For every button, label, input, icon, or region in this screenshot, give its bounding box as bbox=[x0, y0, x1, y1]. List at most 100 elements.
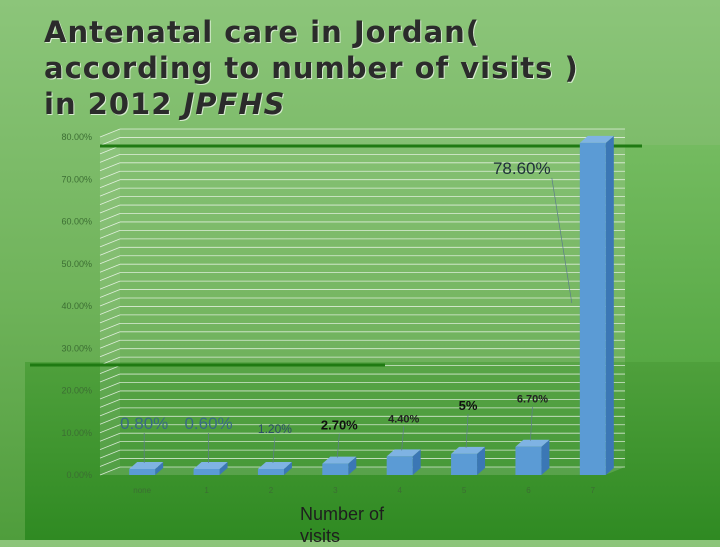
leader-line bbox=[465, 413, 469, 448]
grid-line-side bbox=[99, 272, 121, 282]
bar-side bbox=[477, 446, 486, 475]
title-source-label: JPFHS bbox=[183, 87, 286, 121]
grid-line-side bbox=[99, 407, 121, 417]
x-tick-label: none bbox=[133, 486, 151, 495]
bar-top bbox=[579, 135, 614, 143]
grid-line-side bbox=[99, 390, 121, 400]
grid-line-side bbox=[99, 280, 121, 290]
data-label: 6.70% bbox=[517, 394, 548, 406]
grid-line-side bbox=[99, 213, 121, 222]
grid-line-side bbox=[99, 424, 121, 434]
grid-line-side bbox=[99, 179, 121, 189]
grid-line-side bbox=[99, 246, 121, 256]
bar-top bbox=[386, 449, 421, 457]
leader-line bbox=[401, 426, 405, 451]
bar-top bbox=[193, 462, 228, 469]
data-label: 0.60% bbox=[184, 414, 232, 433]
grid-line-side bbox=[99, 297, 121, 307]
grid-line-side bbox=[99, 204, 121, 214]
x-tick-label: 4 bbox=[397, 486, 402, 495]
bar bbox=[129, 469, 156, 475]
y-tick-label: 80.00% bbox=[61, 132, 92, 142]
grid-line-side bbox=[99, 187, 121, 197]
bar bbox=[193, 469, 220, 475]
bar bbox=[515, 446, 542, 475]
y-tick-label: 40.00% bbox=[61, 301, 92, 311]
grid-line-side bbox=[99, 153, 121, 163]
grid-line-side bbox=[99, 382, 121, 391]
data-label: 2.70% bbox=[321, 418, 358, 433]
bar bbox=[386, 456, 413, 475]
grid-line-side bbox=[99, 289, 121, 298]
leader-line bbox=[530, 406, 533, 441]
y-tick-label: 70.00% bbox=[61, 174, 92, 184]
grid-line-side bbox=[99, 331, 121, 341]
grid-line-side bbox=[99, 306, 121, 315]
grid-line-side bbox=[99, 137, 121, 146]
bar-side bbox=[412, 449, 421, 475]
y-tick-label: 60.00% bbox=[61, 217, 92, 227]
leader-line bbox=[551, 177, 573, 303]
chart-floor bbox=[100, 467, 625, 475]
y-tick-label: 30.00% bbox=[61, 343, 92, 353]
bar-top bbox=[129, 462, 164, 469]
grid-line-side bbox=[99, 415, 121, 425]
bar-side bbox=[348, 456, 357, 475]
grid-line-side bbox=[99, 314, 121, 324]
x-tick-label: 5 bbox=[462, 486, 467, 495]
bar-top bbox=[257, 462, 292, 469]
grid-line-side bbox=[99, 196, 121, 205]
grid-line-side bbox=[99, 432, 121, 442]
title-line-1: Antenatal care in Jordan( bbox=[44, 15, 481, 49]
grid-line-side bbox=[99, 441, 121, 451]
grid-line-side bbox=[99, 399, 121, 408]
grid-line-side bbox=[99, 263, 121, 273]
title-line-2: according to number of visits ) bbox=[44, 51, 579, 85]
bar bbox=[579, 142, 606, 476]
x-tick-label: 2 bbox=[269, 486, 274, 495]
bar-side bbox=[605, 135, 614, 476]
data-label: 78.60% bbox=[493, 159, 551, 178]
bar-side bbox=[219, 462, 228, 475]
grid-line-side bbox=[99, 466, 121, 476]
grid-line-side bbox=[99, 348, 121, 358]
x-tick-label: 1 bbox=[204, 486, 209, 495]
bar bbox=[451, 453, 478, 475]
bar bbox=[257, 469, 284, 475]
grid-line-side bbox=[99, 238, 121, 248]
grid-line-side bbox=[99, 221, 121, 231]
bar-side bbox=[541, 439, 550, 475]
bar-top bbox=[322, 456, 357, 464]
grid-line-side bbox=[99, 339, 121, 349]
grid-line-side bbox=[99, 365, 121, 374]
grid-line-side bbox=[99, 373, 121, 383]
bar-side bbox=[155, 462, 164, 475]
grid-line-side bbox=[99, 162, 121, 172]
grid-line-side bbox=[99, 322, 121, 332]
x-tick-label: 3 bbox=[333, 486, 338, 495]
leader-line bbox=[272, 436, 276, 464]
leader-line bbox=[336, 433, 340, 458]
bar-top bbox=[515, 439, 550, 447]
bar-side bbox=[283, 462, 292, 475]
grid-line-side bbox=[99, 449, 121, 459]
grid-line-side bbox=[99, 128, 121, 138]
y-tick-label: 20.00% bbox=[61, 386, 92, 396]
grid-line-side bbox=[99, 230, 121, 239]
data-label: 4.40% bbox=[388, 413, 419, 425]
x-tick-label: 7 bbox=[591, 486, 596, 495]
y-tick-label: 10.00% bbox=[61, 428, 92, 438]
bar bbox=[322, 463, 349, 475]
x-axis-title: Number of visits bbox=[300, 504, 385, 546]
y-tick-label: 0.00% bbox=[66, 470, 92, 480]
grid-line-side bbox=[99, 458, 121, 467]
data-label: 5% bbox=[459, 398, 478, 413]
grid-line-side bbox=[99, 170, 121, 180]
title-line-3: in 2012 bbox=[44, 87, 184, 121]
data-label: 1.20% bbox=[258, 422, 292, 436]
grid-line-side bbox=[99, 255, 121, 265]
bar-top bbox=[451, 446, 486, 454]
slide-title: Antenatal care in Jordan( according to n… bbox=[44, 14, 684, 122]
x-tick-label: 6 bbox=[526, 486, 531, 495]
